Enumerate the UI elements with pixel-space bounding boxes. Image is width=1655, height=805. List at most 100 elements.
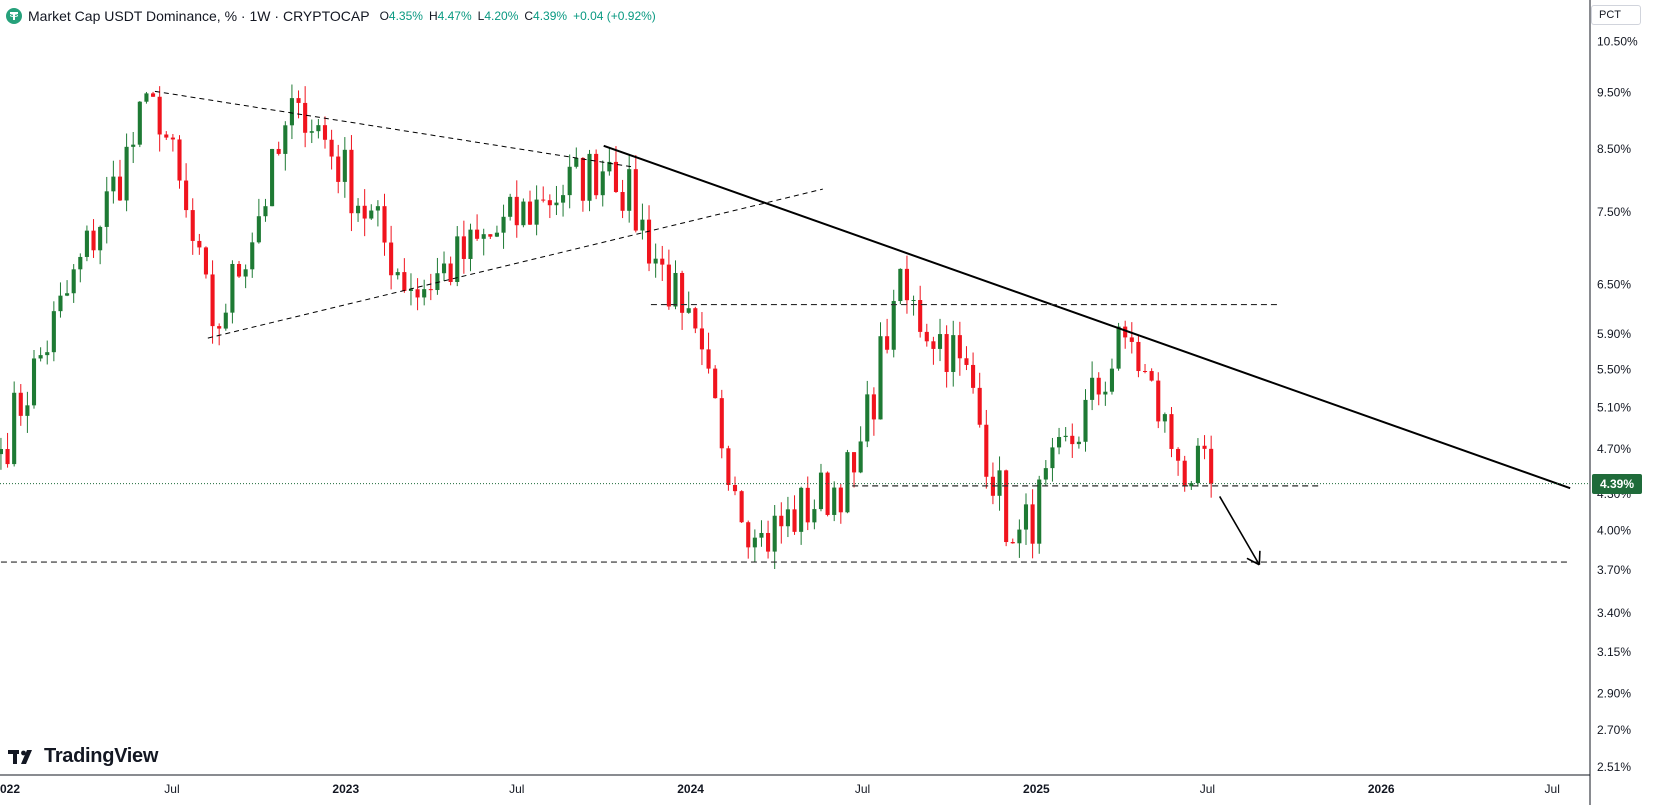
symbol-title[interactable]: Market Cap USDT Dominance, % · 1W · CRYP… <box>28 8 370 24</box>
y-tick-label: 2.51% <box>1597 760 1631 774</box>
candle <box>911 295 916 316</box>
candle <box>521 198 526 228</box>
tradingview-logo[interactable]: TradingView <box>8 745 158 768</box>
candle <box>600 160 605 207</box>
candle <box>792 495 797 535</box>
triangle-upper-line[interactable] <box>154 90 634 168</box>
candle <box>382 193 387 256</box>
candle <box>18 384 23 426</box>
candle <box>732 476 738 496</box>
downtrend-line[interactable] <box>603 144 1571 490</box>
candle <box>270 148 275 207</box>
candle <box>1023 493 1029 545</box>
scale-mode-button[interactable]: PCT <box>1591 5 1641 25</box>
candle <box>766 520 771 559</box>
candle <box>719 389 724 459</box>
candle <box>640 203 645 240</box>
candle <box>607 147 612 176</box>
candle <box>190 198 195 255</box>
y-tick-label: 3.40% <box>1597 606 1631 620</box>
candle <box>984 409 989 489</box>
candle <box>422 279 427 306</box>
candle <box>812 499 817 530</box>
y-tick-label: 3.70% <box>1597 563 1631 577</box>
candle <box>488 234 493 240</box>
projection-arrow[interactable] <box>1218 496 1261 566</box>
x-tick-label: 022 <box>0 782 20 796</box>
candle <box>845 449 850 514</box>
candle <box>184 163 189 218</box>
x-tick-label: Jul <box>164 782 179 796</box>
candle <box>494 225 499 238</box>
candle <box>1103 381 1108 406</box>
candle <box>230 260 235 324</box>
y-tick-label: 8.50% <box>1597 142 1631 156</box>
candle <box>527 190 533 225</box>
candle <box>726 445 731 491</box>
y-tick-label: 4.00% <box>1597 524 1631 538</box>
candle <box>58 282 63 318</box>
candle <box>686 291 691 314</box>
candle <box>759 520 764 547</box>
triangle-lower-line[interactable] <box>207 188 823 339</box>
candle <box>150 91 156 97</box>
price-axis[interactable]: 10.50% 9.50% 8.50% 7.50% 6.50% 5.90% 5.50% 5.10… <box>1597 35 1638 774</box>
candle <box>508 193 513 221</box>
candle <box>157 86 162 152</box>
candle <box>871 387 876 436</box>
candle <box>931 336 936 365</box>
candle <box>210 260 215 344</box>
candle <box>38 347 43 362</box>
candle <box>31 349 37 409</box>
candle <box>838 484 843 524</box>
candles-layer <box>0 84 1214 570</box>
candle <box>554 185 559 216</box>
candle <box>1096 372 1101 406</box>
last-price-label: 4.39% <box>1592 473 1642 494</box>
candle <box>785 496 790 538</box>
ohlc-close: C4.39% <box>524 9 568 23</box>
candle <box>673 260 678 310</box>
candle <box>885 318 890 354</box>
candle <box>1176 447 1181 476</box>
candle <box>362 189 367 237</box>
candle <box>481 228 486 256</box>
candle <box>428 273 433 301</box>
candle <box>468 223 473 272</box>
candle <box>1083 389 1088 452</box>
time-axis[interactable]: 022 Jul 2023 Jul 2024 Jul 2025 Jul 2026 Jul <box>0 782 1560 796</box>
candle <box>203 246 209 279</box>
y-tick-label: 4.70% <box>1597 442 1631 456</box>
candle <box>918 285 923 338</box>
candle <box>805 476 810 531</box>
candle <box>117 159 123 201</box>
ohlc-change: +0.04 (+0.92%) <box>573 9 656 23</box>
candle <box>1209 435 1214 498</box>
ohlc-low: L4.20% <box>477 9 519 23</box>
candle <box>1169 407 1174 458</box>
candle <box>1116 322 1121 371</box>
candle <box>534 185 539 236</box>
candle <box>1037 475 1042 554</box>
candle <box>1129 322 1134 354</box>
candle <box>236 260 242 278</box>
candle <box>316 119 321 139</box>
candle <box>580 157 585 212</box>
y-tick-label: 5.10% <box>1597 401 1631 415</box>
candle <box>65 280 70 297</box>
x-tick-label: Jul <box>855 782 870 796</box>
candle <box>84 225 89 262</box>
candle <box>541 186 546 203</box>
candle <box>1142 364 1148 374</box>
candle <box>1109 358 1115 395</box>
candle <box>415 278 420 311</box>
candle <box>197 233 202 255</box>
y-tick-label: 5.90% <box>1597 327 1631 341</box>
candle <box>924 323 929 347</box>
candle <box>1156 372 1161 429</box>
candle <box>45 340 50 365</box>
candle <box>455 226 460 287</box>
candle <box>243 264 248 289</box>
candle <box>746 520 751 559</box>
